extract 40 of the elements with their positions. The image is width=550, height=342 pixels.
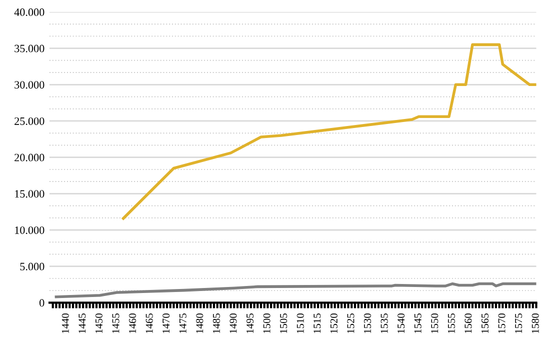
x-tick-label: 1470 [162,313,170,334]
x-tick-label: 1445 [78,313,86,334]
x-tick-label: 1550 [431,313,438,334]
line-series [122,43,536,220]
y-tick-label: 20.000 [14,154,44,162]
y-tick-label: 40.000 [14,8,44,16]
x-tick-label: 1530 [364,313,372,334]
x-tick-label: 1475 [179,313,186,334]
x-tick-label: 1575 [515,313,522,334]
y-tick-label: 35.000 [14,44,44,52]
x-tick-label: 1525 [347,313,354,334]
y-tick-label: 15.000 [15,190,44,198]
line-series [54,282,536,298]
x-tick-label: 1500 [263,313,270,334]
x-tick-label: 1565 [482,313,489,334]
x-tick-label: 1570 [498,313,506,334]
x-tick-label: 1540 [398,313,405,334]
x-tick-label: 1455 [112,313,120,334]
x-tick-label: 1460 [129,313,136,334]
x-tick-label: 1490 [230,313,237,334]
x-tick-label: 1580 [532,313,539,334]
x-tick-label: 1545 [414,313,422,334]
x-tick-label: 1555 [448,313,455,334]
x-tick-label: 1450 [95,313,102,334]
y-tick-label: 30.000 [14,81,44,89]
x-tick-label: 1535 [380,313,388,334]
x-tick-label: 1515 [314,313,321,334]
x-tick-label: 1520 [330,313,338,334]
x-tick-label: 1480 [196,313,204,334]
x-tick-label: 1560 [464,313,472,334]
y-tick-label: 25.000 [14,117,44,125]
x-tick-label: 1495 [246,313,254,334]
x-tick-label: 1440 [62,313,69,334]
x-tick-label: 1510 [296,313,304,334]
x-tick-label: 1485 [212,313,220,334]
x-tick-label: 1465 [146,313,153,334]
y-tick-label: 10.000 [15,226,44,234]
x-tick-label: 1505 [280,313,288,334]
y-tick-label: 0 [40,299,44,307]
y-tick-label: 5.000 [20,262,44,270]
